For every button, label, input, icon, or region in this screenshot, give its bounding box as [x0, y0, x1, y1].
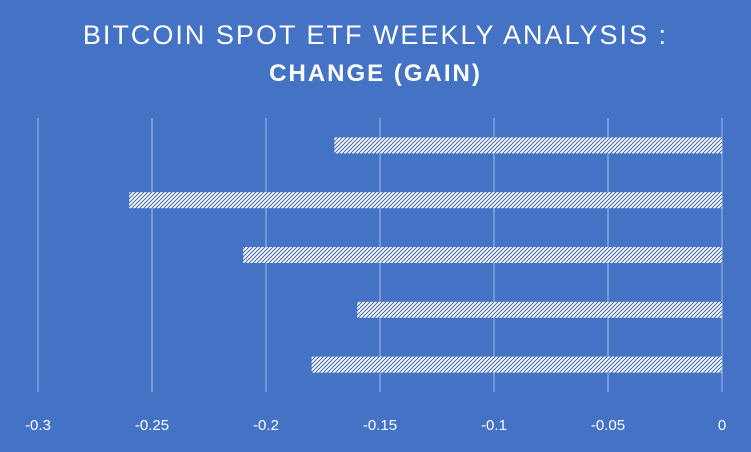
chart-title: BITCOIN SPOT ETF WEEKLY ANALYSIS :	[82, 20, 669, 50]
x-tick-label: -0.25	[135, 417, 169, 434]
bar	[311, 356, 722, 373]
bar	[129, 192, 722, 209]
x-tick-label: -0.3	[25, 417, 51, 434]
chart-subtitle: CHANGE (GAIN)	[269, 60, 482, 87]
x-tick-label: -0.15	[363, 417, 397, 434]
x-tick-label: -0.1	[481, 417, 507, 434]
bars	[129, 137, 722, 373]
bar	[334, 137, 722, 154]
x-tick-label: -0.2	[253, 417, 279, 434]
bar	[243, 247, 722, 263]
bar	[357, 301, 722, 318]
x-tick-label: -0.05	[591, 417, 625, 434]
x-axis-ticks: -0.3 -0.25 -0.2 -0.15 -0.1 -0.05 0	[25, 417, 726, 434]
x-tick-label: 0	[718, 417, 726, 434]
